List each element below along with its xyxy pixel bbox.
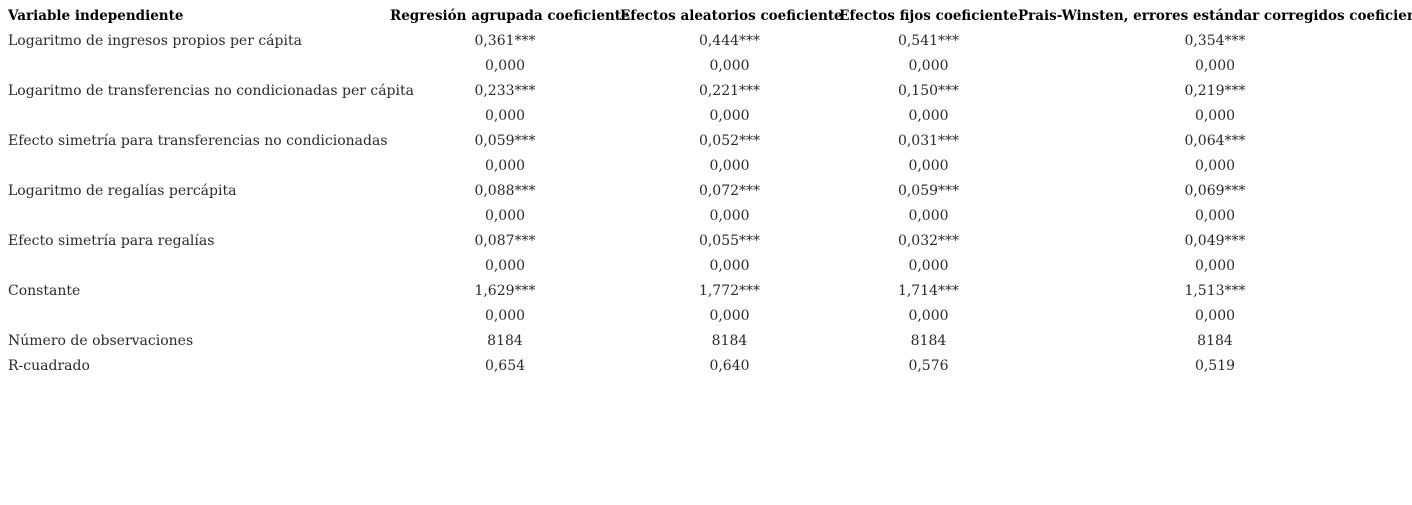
col-header-efectos-aleatorios: Efectos aleatorios coeficiente: [620, 7, 843, 24]
cell-value: 8184: [1197, 332, 1233, 349]
cell-value: 0,000: [709, 257, 750, 274]
cell-value: 0,000: [484, 257, 526, 274]
cell-value: 0,055***: [698, 232, 761, 249]
cell-value: 0,233***: [474, 82, 536, 99]
cell-value: 0,000: [709, 307, 750, 324]
cell-value: 8184: [910, 332, 947, 349]
col-header-efectos-fijos: Efectos fijos coeficiente: [839, 7, 1018, 24]
regression-results-table: Variable independiente Regresión agrupad…: [0, 3, 1412, 378]
cell-value: 1,629***: [474, 282, 536, 299]
cell-value: 0,000: [709, 107, 750, 124]
row-label: [0, 53, 390, 78]
table-row: Logaritmo de transferencias no condicion…: [0, 78, 1412, 103]
cell-value: 0,000: [1194, 207, 1236, 224]
cell-value: 0,640: [709, 357, 750, 374]
table-row: Efecto simetría para transferencias no c…: [0, 128, 1412, 153]
row-label: [0, 153, 390, 178]
cell-value: 0,000: [1194, 257, 1236, 274]
cell-value: 0,000: [709, 157, 750, 174]
cell-value: 0,072***: [698, 182, 761, 199]
row-label: [0, 203, 390, 228]
cell-value: 0,052***: [698, 132, 761, 149]
table-row: Constante 1,629*** 1,772*** 1,714*** 1,5…: [0, 278, 1412, 303]
cell-value: 0,221***: [698, 82, 761, 99]
cell-value: 0,032***: [897, 232, 960, 249]
row-label: [0, 303, 390, 328]
row-label: [0, 253, 390, 278]
header-row: Variable independiente Regresión agrupad…: [0, 3, 1412, 28]
table-row: Efecto simetría para regalías 0,087*** 0…: [0, 228, 1412, 253]
cell-value: 0,059***: [474, 132, 536, 149]
cell-value: 0,000: [709, 207, 750, 224]
cell-value: 0,000: [709, 57, 750, 74]
row-label: [0, 103, 390, 128]
row-label: Número de observaciones: [8, 332, 194, 349]
cell-value: 0,150***: [897, 82, 960, 99]
cell-value: 0,576: [908, 357, 949, 374]
cell-value: 1,714***: [897, 282, 960, 299]
cell-value: 0,444***: [698, 32, 761, 49]
cell-value: 8184: [711, 332, 748, 349]
cell-value: 0,088***: [474, 182, 536, 199]
cell-value: 8184: [487, 332, 523, 349]
cell-value: 0,541***: [897, 32, 960, 49]
row-label: Efecto simetría para regalías: [8, 232, 215, 249]
row-label: Efecto simetría para transferencias no c…: [8, 132, 388, 149]
cell-value: 0,000: [484, 207, 526, 224]
table-row: 0,000 0,000 0,000 0,000: [0, 103, 1412, 128]
cell-value: 0,069***: [1184, 182, 1246, 199]
col-header-prais-winsten: Prais-Winsten, errores estándar corregid…: [1018, 7, 1412, 24]
cell-value: 0,354***: [1184, 32, 1246, 49]
table-row: 0,000 0,000 0,000 0,000: [0, 303, 1412, 328]
table-row: 0,000 0,000 0,000 0,000: [0, 153, 1412, 178]
cell-value: 0,000: [908, 157, 949, 174]
cell-value: 0,654: [484, 357, 526, 374]
cell-value: 1,772***: [698, 282, 761, 299]
cell-value: 0,000: [908, 207, 949, 224]
table-row: 0,000 0,000 0,000 0,000: [0, 253, 1412, 278]
cell-value: 0,000: [1194, 107, 1236, 124]
table-body: Logaritmo de ingresos propios per cápita…: [0, 28, 1412, 378]
cell-value: 0,000: [1194, 157, 1236, 174]
col-header-variable-independiente: Variable independiente: [8, 7, 184, 24]
cell-value: 0,000: [1194, 57, 1236, 74]
table-row: R-cuadrado 0,654 0,640 0,576 0,519: [0, 353, 1412, 378]
cell-value: 0,064***: [1184, 132, 1246, 149]
cell-value: 0,000: [1194, 307, 1236, 324]
cell-value: 0,000: [908, 57, 949, 74]
cell-value: 0,000: [484, 57, 526, 74]
cell-value: 0,000: [484, 157, 526, 174]
table-row: Logaritmo de regalías percápita 0,088***…: [0, 178, 1412, 203]
table-row: Logaritmo de ingresos propios per cápita…: [0, 28, 1412, 53]
cell-value: 0,031***: [897, 132, 960, 149]
table-row: 0,000 0,000 0,000 0,000: [0, 53, 1412, 78]
col-header-regresion-agrupada: Regresión agrupada coeficiente: [390, 7, 630, 24]
row-label: Logaritmo de regalías percápita: [8, 182, 237, 199]
row-label: Logaritmo de transferencias no condicion…: [8, 82, 414, 99]
cell-value: 0,000: [484, 107, 526, 124]
cell-value: 0,000: [484, 307, 526, 324]
table-row: Número de observaciones 8184 8184 8184 8…: [0, 328, 1412, 353]
cell-value: 0,059***: [897, 182, 960, 199]
cell-value: 0,000: [908, 307, 949, 324]
row-label: Constante: [8, 282, 81, 299]
cell-value: 0,087***: [474, 232, 536, 249]
row-label: R-cuadrado: [8, 357, 90, 374]
row-label: Logaritmo de ingresos propios per cápita: [8, 32, 302, 49]
cell-value: 0,000: [908, 107, 949, 124]
cell-value: 0,519: [1194, 357, 1236, 374]
table-row: 0,000 0,000 0,000 0,000: [0, 203, 1412, 228]
cell-value: 0,049***: [1184, 232, 1246, 249]
cell-value: 0,219***: [1184, 82, 1246, 99]
cell-value: 1,513***: [1184, 282, 1246, 299]
cell-value: 0,000: [908, 257, 949, 274]
cell-value: 0,361***: [474, 32, 536, 49]
